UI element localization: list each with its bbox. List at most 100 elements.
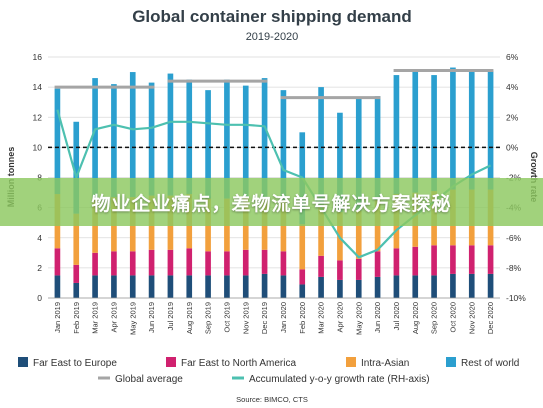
bar-segment (468, 273, 475, 298)
bar-segment (224, 251, 230, 276)
legend: Far East to Europe Far East to North Amer… (18, 357, 519, 385)
legend-label: Rest of world (461, 358, 519, 369)
bar-segment (167, 275, 174, 298)
bar-segment (205, 251, 211, 276)
x-tick-label: Dec 2019 (260, 302, 269, 334)
y2-tick-label: -8% (506, 263, 522, 273)
y-tick-label: 8 (37, 173, 42, 183)
bar-segment (487, 273, 494, 298)
bar-segment (450, 245, 456, 274)
x-tick-label: May 2019 (128, 302, 137, 335)
bar-segment (431, 75, 437, 192)
legend-swatch (446, 357, 456, 367)
legend-label: Accumulated y-o-y growth rate (RH-axis) (249, 374, 430, 385)
x-tick-label: Feb 2019 (72, 302, 81, 334)
bar-segment (280, 251, 287, 276)
bar-segment (393, 275, 400, 298)
bar-segment (355, 210, 362, 259)
bar-segment (487, 245, 494, 274)
x-tick-label: Jun 2019 (147, 302, 156, 333)
bar-segment (73, 264, 80, 283)
bar-segment (412, 275, 419, 298)
bar-segment (431, 275, 437, 298)
bar-segment (450, 67, 456, 190)
x-tick-label: Sep 2020 (430, 302, 439, 334)
bar-segment (148, 249, 155, 276)
bar-segment (450, 273, 456, 298)
y-tick-label: 14 (33, 82, 43, 92)
bar-segment (374, 251, 381, 277)
bar-segment (73, 121, 80, 214)
x-tick-label: Jul 2019 (166, 302, 175, 330)
bar-segment (129, 72, 136, 198)
bar-segment (73, 282, 80, 298)
bar-segment (431, 245, 437, 276)
x-tick-label: Nov 2019 (241, 302, 250, 334)
bar-segment (205, 90, 211, 199)
bar-segment (299, 224, 306, 270)
bar-segment (299, 269, 306, 285)
x-tick-label: Mar 2019 (91, 302, 100, 334)
bar-segment (261, 273, 268, 298)
bar-segment (129, 275, 136, 298)
bar-segment (318, 87, 324, 205)
x-tick-label: Jan 2020 (279, 302, 288, 333)
bar-segment (261, 249, 268, 274)
bar-segment (318, 204, 324, 256)
bar-segment (299, 284, 306, 298)
x-tick-label: Oct 2020 (448, 302, 457, 332)
bar-segment (148, 275, 155, 298)
bar-segment (242, 275, 249, 298)
x-tick-label: Sep 2019 (204, 302, 213, 334)
y-tick-label: 12 (33, 112, 43, 122)
x-tick-label: Mar 2020 (317, 302, 326, 334)
bar-segment (129, 251, 136, 276)
bar-segment (111, 251, 117, 276)
bar-segment (73, 213, 80, 265)
x-tick-label: Jun 2020 (373, 302, 382, 333)
y2-tick-label: -2% (506, 173, 522, 183)
chart-source: Source: BIMCO, CTS (236, 395, 308, 404)
x-tick-label: Dec 2020 (486, 302, 495, 334)
y2-axis-label: Growth rate (529, 152, 539, 203)
bar-segment (242, 85, 249, 198)
y-tick-label: 10 (33, 142, 43, 152)
y-tick-label: 4 (37, 233, 42, 243)
x-tick-label: Oct 2019 (222, 302, 231, 332)
bar-segment (261, 78, 268, 198)
bar-segment (111, 84, 117, 198)
x-tick-label: Aug 2020 (411, 302, 420, 334)
x-tick-label: Apr 2019 (109, 302, 118, 332)
legend-swatch (18, 357, 28, 367)
y-axis-label: Million tonnes (6, 147, 16, 208)
legend-swatch (346, 357, 356, 367)
bar-segment (393, 248, 400, 276)
legend-label: Global average (115, 374, 183, 385)
y2-tick-label: 0% (506, 142, 519, 152)
bar-segment (318, 276, 324, 298)
bar-segment (355, 97, 362, 211)
x-tick-label: May 2020 (354, 302, 363, 335)
chart-title: Global container shipping demand (132, 7, 412, 26)
bar-segment (167, 249, 174, 276)
bar-segment (54, 88, 61, 195)
y-tick-label: 2 (37, 263, 42, 273)
bar-segment (468, 245, 475, 274)
legend-label: Far East to Europe (33, 358, 117, 369)
legend-swatch (166, 357, 176, 367)
bar-segment (355, 279, 362, 298)
bar-segment (54, 275, 61, 298)
y2-tick-label: 4% (506, 82, 519, 92)
bar-segment (337, 260, 343, 280)
y-tick-label: 16 (33, 52, 43, 62)
bar-segment (167, 73, 174, 196)
y-tick-label: 0 (37, 293, 42, 303)
bar-segment (92, 252, 98, 276)
bar-segment (186, 79, 193, 195)
bar-segment (393, 75, 400, 195)
overlay-banner: 物业企业痛点，差物流单号解决方案探秘 (0, 178, 543, 226)
bar-segment (111, 275, 117, 298)
x-tick-label: Apr 2020 (335, 302, 344, 332)
bar-segment (280, 90, 287, 201)
bar-segment (280, 275, 287, 298)
